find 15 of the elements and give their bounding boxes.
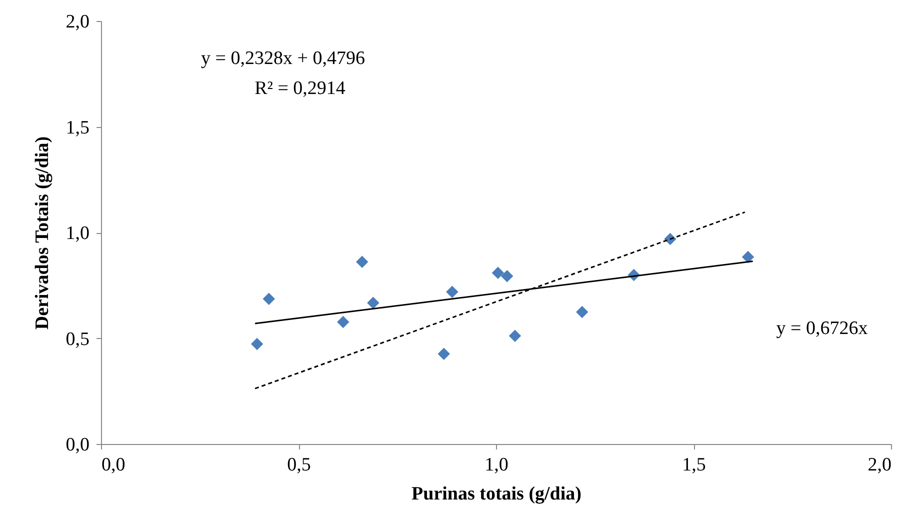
y-tick-label: 0,5 [66,328,90,350]
x-tick-label: 1,5 [682,454,706,476]
x-tick-label: 0,5 [287,454,311,476]
y-axis-title: Derivados Totais (g/dia) [32,136,53,330]
x-axis-title: Purinas totais (g/dia) [412,484,582,504]
y-tick-label: 0,0 [66,434,90,456]
annotation: R² = 0,2914 [254,78,346,99]
x-tick-label: 1,0 [484,454,508,476]
annotation: y = 0,2328x + 0,4796 [201,48,365,69]
x-tick-label: 0,0 [102,454,126,476]
y-tick-label: 1,0 [66,223,90,244]
y-tick-label: 1,5 [66,117,90,138]
y-tick-label: 2,0 [66,12,90,32]
annotation: y = 0,6726x [776,318,868,339]
x-tick-label: 2,0 [868,454,892,476]
